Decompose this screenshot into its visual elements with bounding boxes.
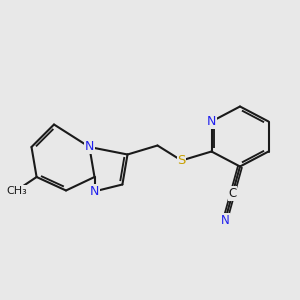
Text: N: N <box>220 214 230 227</box>
Text: N: N <box>85 140 94 154</box>
Text: N: N <box>207 115 216 128</box>
Text: S: S <box>177 154 186 167</box>
Text: CH₃: CH₃ <box>6 185 27 196</box>
Text: C: C <box>228 187 237 200</box>
Text: N: N <box>90 185 99 198</box>
